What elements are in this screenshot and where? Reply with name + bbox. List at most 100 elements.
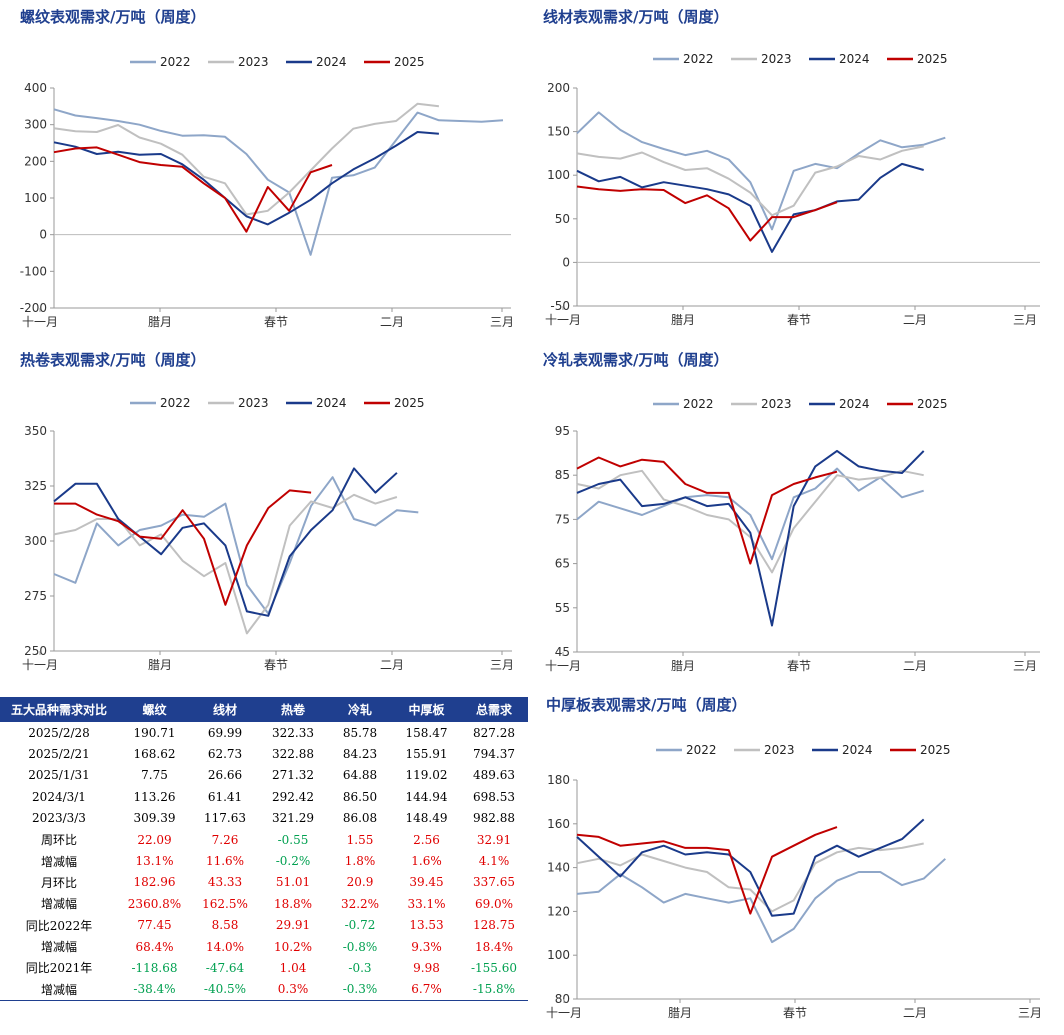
y-tick-label: -50 <box>550 299 570 313</box>
table-cell: 158.47 <box>405 725 448 740</box>
table-cell: 489.63 <box>473 768 515 783</box>
table-cell: 2360.8% <box>127 896 182 911</box>
header-cell: 五大品种需求对比 <box>0 697 118 722</box>
y-tick-label: 250 <box>24 644 47 658</box>
series-line-2022 <box>576 467 924 561</box>
table-row: 周环比 22.09 7.26 -0.55 1.55 2.56 32.91 <box>0 829 528 850</box>
table-cell: 86.08 <box>342 811 378 826</box>
table-row: 2023/3/3 309.39 117.63 321.29 86.08 148.49 982… <box>0 808 528 829</box>
table-header-row: 五大品种需求对比 螺纹 线材 热卷 冷轧 中厚板 总需求 <box>0 697 528 722</box>
x-tick-label: 二月 <box>903 659 927 673</box>
series-line-2024 <box>576 162 924 253</box>
table-cell: 20.9 <box>346 875 374 890</box>
y-tick-label: 140 <box>547 861 570 875</box>
table-cell: -0.2% <box>275 854 311 869</box>
y-tick-label: 65 <box>555 557 570 571</box>
x-tick-label: 二月 <box>903 313 927 327</box>
table-cell: -0.55 <box>277 832 309 847</box>
table-cell: 29.91 <box>275 918 311 933</box>
chart-title: 冷轧表观需求/万吨（周度） <box>543 351 729 369</box>
y-tick-label: 100 <box>547 168 570 182</box>
table-cell: 32.2% <box>340 896 380 911</box>
table-cell: -155.60 <box>470 960 518 975</box>
row-label: 增减幅 <box>40 940 77 955</box>
table-cell: 18.8% <box>273 896 313 911</box>
series-line-2025 <box>576 826 838 915</box>
row-label: 2025/1/31 <box>28 768 90 783</box>
table-cell: 32.91 <box>476 832 512 847</box>
table-cell: 9.3% <box>411 939 442 954</box>
legend-label: 2025 <box>917 397 948 411</box>
table-cell: 1.8% <box>344 854 376 869</box>
table-cell: 162.5% <box>202 896 248 911</box>
series-line-2023 <box>576 842 924 913</box>
legend-label: 2023 <box>238 55 269 69</box>
row-label: 2025/2/21 <box>28 747 90 762</box>
chart-wire-rod: -50 0 50 100 150 200 十一月 腊月 春节 二月 三月 2022 2023 2024 20… <box>545 52 1040 327</box>
x-tick-label: 十一月 <box>545 313 581 327</box>
chart-cold-rolled: 45 55 65 75 85 95 十一月 腊月 春节 二月 三月 2022 2023 2024 2025 <box>545 397 1040 673</box>
demand-comparison-table: 五大品种需求对比 螺纹 线材 热卷 冷轧 中厚板 总需求 2025/2/28 19… <box>0 697 528 1002</box>
table-cell: 51.01 <box>275 875 311 890</box>
table-cell: 128.75 <box>473 918 515 933</box>
series-line-2023 <box>53 102 440 216</box>
y-tick-label: 45 <box>555 645 570 659</box>
chart-panel-cold-rolled: 冷轧表观需求/万吨（周度） 45 55 65 75 85 95 十一月 腊月 春节 二月 三月 202… <box>543 349 1053 679</box>
legend-label: 2025 <box>394 396 425 410</box>
table-row: 2025/2/21 168.62 62.73 322.88 84.23 155.91 794… <box>0 743 528 764</box>
x-tick-label: 十一月 <box>545 659 581 673</box>
series-line-2023 <box>576 469 924 574</box>
table-cell: 62.73 <box>207 747 243 762</box>
table-cell: -0.3 <box>348 960 372 975</box>
header-cell: 总需求 <box>460 697 528 722</box>
y-tick-label: 325 <box>24 479 47 493</box>
chart-panel-wire-rod: 线材表观需求/万吨（周度） -50 0 50 100 150 200 十一月 腊月 春节 二月 三月… <box>543 6 1053 338</box>
legend-label: 2024 <box>316 396 347 410</box>
series-line-2022 <box>53 476 419 615</box>
table-cell: 292.42 <box>272 789 314 804</box>
table-cell: 827.28 <box>473 725 515 740</box>
table-cell: 271.32 <box>272 768 314 783</box>
x-tick-label: 二月 <box>903 1006 927 1020</box>
table-cell: 11.6% <box>205 854 245 869</box>
legend-label: 2023 <box>238 396 269 410</box>
legend-label: 2023 <box>764 743 795 757</box>
x-tick-label: 腊月 <box>671 659 695 673</box>
x-tick-label: 春节 <box>787 659 811 673</box>
header-cell: 冷轧 <box>327 697 393 722</box>
x-tick-label: 十一月 <box>22 658 58 672</box>
table-cell: 148.49 <box>405 811 448 826</box>
table-cell: 182.96 <box>133 875 176 890</box>
y-tick-label: 100 <box>547 948 570 962</box>
x-tick-label: 腊月 <box>671 313 695 327</box>
chart-panel-plate: 中厚板表观需求/万吨（周度） 80 100 120 140 160 180 十一月 腊月 春节 二… <box>546 694 1056 1030</box>
table-cell: 6.7% <box>393 978 460 1002</box>
table-cell: 69.0% <box>474 896 514 911</box>
table-row: 同比2022年 77.45 8.58 29.91 -0.72 13.53 128.75 <box>0 915 528 936</box>
x-tick-label: 三月 <box>1013 313 1037 327</box>
table-cell: 322.33 <box>272 725 314 740</box>
y-tick-label: 275 <box>24 589 47 603</box>
row-label: 2025/2/28 <box>28 725 90 740</box>
table-cell: 1.04 <box>279 960 307 975</box>
legend-label: 2025 <box>920 743 951 757</box>
row-label: 2023/3/3 <box>32 811 86 826</box>
y-tick-label: 75 <box>555 512 570 526</box>
comparison-table: 五大品种需求对比 螺纹 线材 热卷 冷轧 中厚板 总需求 2025/2/28 19… <box>0 697 528 1002</box>
y-tick-label: 180 <box>547 773 570 787</box>
table-row: 增减幅 13.1% 11.6% -0.2% 1.8% 1.6% 4.1% <box>0 850 528 871</box>
series-line-2024 <box>53 131 439 226</box>
table-row: 月环比 182.96 43.33 51.01 20.9 39.45 337.65 <box>0 872 528 893</box>
x-tick-label: 十一月 <box>22 315 58 329</box>
y-tick-label: 0 <box>39 228 47 242</box>
table-row: 增减幅 68.4% 14.0% 10.2% -0.8% 9.3% 18.4% <box>0 936 528 957</box>
table-cell: 168.62 <box>133 747 176 762</box>
series-line-2022 <box>576 858 946 944</box>
x-tick-label: 三月 <box>490 315 514 329</box>
table-cell: -40.5% <box>191 978 259 1002</box>
table-cell: 321.29 <box>272 811 314 826</box>
table-cell: 144.94 <box>405 789 448 804</box>
x-tick-label: 春节 <box>783 1006 807 1020</box>
chart-hot-coil: 250 275 300 325 350 十一月 腊月 春节 二月 三月 2022 2023 2024 20… <box>22 396 514 672</box>
legend-label: 2023 <box>761 397 792 411</box>
